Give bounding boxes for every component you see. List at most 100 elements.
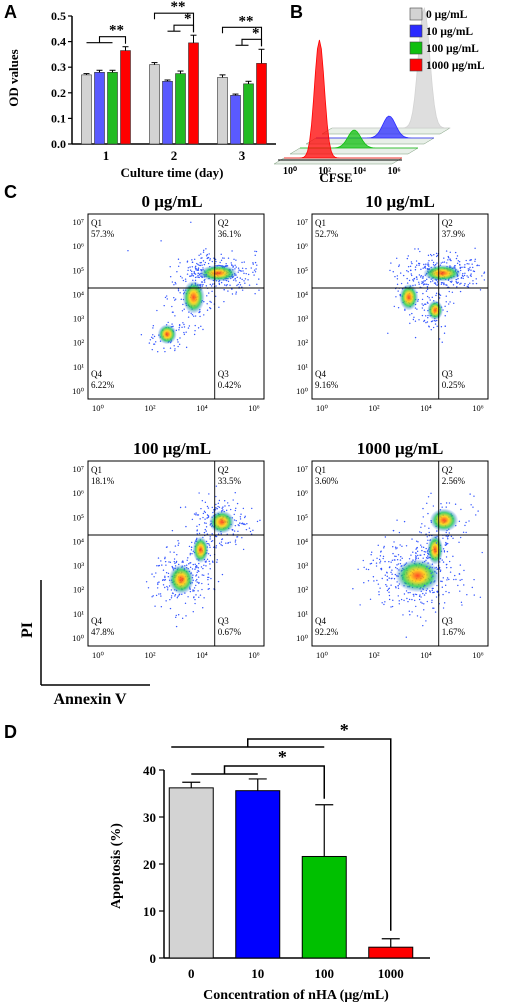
panel-d-y-tick-label: 0: [150, 951, 157, 966]
panel-c-event-point: [166, 585, 168, 588]
panel-c-event-point: [217, 505, 219, 508]
panel-c-y-tick-label: 10²: [297, 338, 309, 348]
panel-c-event-point: [464, 283, 466, 285]
panel-c-event-point: [210, 301, 212, 304]
panel-c-event-point: [418, 319, 420, 321]
panel-c-density-core: [423, 264, 462, 282]
panel-c-event-point: [241, 522, 244, 524]
panel-c-event-point: [192, 611, 194, 613]
panel-c-event-point: [397, 306, 400, 309]
panel-c-event-point: [458, 573, 461, 575]
panel-c-event-point: [203, 574, 205, 576]
panel-c-event-point: [459, 590, 461, 592]
panel-c-quadrant-value: 92.2%: [315, 627, 339, 637]
panel-c-density-core: [427, 300, 444, 321]
panel-a-bar: [120, 50, 131, 145]
panel-c-event-point: [431, 280, 434, 282]
panel-c-event-point: [407, 592, 409, 594]
panel-c-event-point: [174, 281, 176, 284]
panel-c-event-point: [389, 269, 391, 272]
panel-c-event-point: [392, 552, 394, 555]
panel-c-event-point: [195, 512, 197, 514]
panel-c-event-point: [394, 555, 396, 557]
panel-c-event-point: [384, 601, 386, 603]
panel-c-event-point: [191, 266, 194, 268]
panel-c-event-point: [449, 301, 451, 303]
panel-c-event-point: [234, 509, 237, 512]
panel-c-event-point: [240, 513, 242, 515]
panel-c-quadrant-value: 18.1%: [91, 476, 115, 486]
panel-c-density-core: [199, 264, 238, 282]
panel-c-event-point: [151, 573, 153, 575]
panel-c-event-point: [446, 579, 448, 581]
panel-c-event-point: [171, 311, 174, 313]
panel-c-event-point: [411, 598, 413, 601]
panel-c-event-point: [253, 269, 256, 271]
panel-b-legend-swatch: [409, 24, 423, 38]
panel-c-event-point: [259, 519, 261, 522]
panel-c-event-point: [216, 561, 218, 563]
panel-c-event-point: [409, 591, 411, 594]
panel-c-event-point: [449, 251, 451, 253]
panel-c-event-point: [169, 347, 172, 349]
panel-c-event-point: [370, 562, 373, 565]
panel-c-event-point: [424, 279, 426, 282]
panel-c-event-point: [194, 598, 196, 601]
panel-c-event-point: [207, 578, 209, 581]
panel-c-event-point: [186, 261, 189, 263]
panel-c-quadrant-name: Q2: [442, 218, 453, 228]
panel-c-event-point: [192, 563, 194, 566]
panel-c-event-point: [251, 507, 253, 510]
panel-c-event-point: [176, 339, 179, 341]
panel-c-event-point: [196, 571, 198, 574]
panel-c-event-point: [170, 595, 173, 597]
panel-c-event-point: [199, 594, 202, 596]
panel-c-event-point: [421, 314, 424, 317]
panel-c-event-point: [181, 617, 184, 620]
panel-c-event-point: [445, 531, 447, 534]
panel-c-event-point: [236, 536, 239, 538]
panel-c-plot-frame: [311, 213, 489, 400]
panel-c-event-point: [469, 282, 471, 284]
panel-c-event-point: [211, 283, 214, 285]
panel-c-event-point: [177, 544, 179, 546]
panel-c-event-point: [441, 586, 444, 588]
panel-c-event-point: [171, 305, 173, 308]
panel-d-x-tick-label: 1000: [378, 966, 404, 981]
panel-c-event-point: [431, 589, 433, 592]
panel-c-event-point: [462, 277, 464, 280]
panel-c-event-point: [462, 531, 465, 534]
panel-c-event-point: [447, 259, 449, 261]
panel-c-event-point: [201, 264, 203, 266]
panel-c-event-point: [196, 566, 198, 568]
panel-c-event-point: [387, 588, 390, 590]
panel-c-event-point: [255, 268, 257, 270]
panel-c-event-point: [254, 271, 257, 273]
panel-c-event-point: [187, 557, 189, 559]
panel-c-y-tick-label: 10⁶: [73, 241, 85, 251]
panel-c-event-point: [211, 533, 213, 535]
panel-c-event-point: [386, 575, 388, 578]
panel-c-event-point: [193, 333, 196, 336]
panel-c-event-point: [472, 280, 474, 282]
panel-c-event-point: [427, 283, 429, 286]
panel-c-event-point: [427, 557, 429, 560]
panel-c-event-point: [198, 264, 200, 267]
panel-c-event-point: [254, 254, 256, 257]
panel-c-y-tick-label: 10⁵: [73, 512, 85, 522]
panel-c-event-point: [165, 600, 167, 602]
panel-c-event-point: [420, 546, 423, 548]
panel-c-event-point: [390, 606, 392, 608]
panel-c-event-point: [386, 589, 389, 592]
panel-c-event-point: [243, 523, 245, 525]
panel-c-event-point: [177, 288, 180, 290]
panel-c-event-point: [418, 281, 420, 283]
panel-c-event-point: [428, 325, 430, 327]
panel-c-event-point: [183, 323, 185, 326]
panel-a-significance-mark: *: [252, 25, 260, 41]
panel-c-event-point: [422, 267, 424, 269]
panel-c-event-point: [203, 249, 205, 252]
panel-c-event-point: [452, 555, 454, 558]
panel-c-event-point: [459, 283, 461, 285]
panel-c-event-point: [194, 315, 197, 317]
